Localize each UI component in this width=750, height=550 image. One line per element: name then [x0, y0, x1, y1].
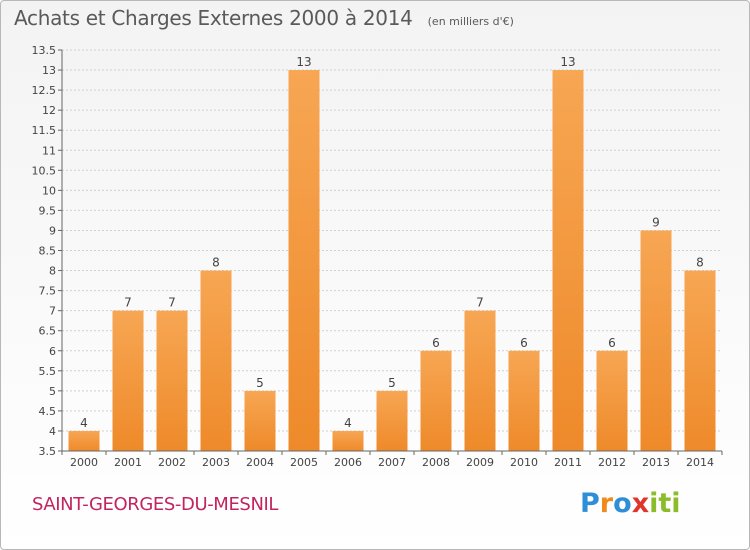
x-tick-label: 2005 — [290, 456, 318, 469]
x-tick-label: 2007 — [378, 456, 406, 469]
brand-logo: Proxiti — [580, 488, 681, 519]
data-label: 7 — [124, 296, 132, 310]
bar — [464, 310, 496, 451]
data-label: 7 — [168, 296, 176, 310]
y-tick-label: 9.5 — [39, 204, 57, 217]
brand-letter: o — [613, 488, 632, 519]
bar — [288, 70, 320, 452]
bar — [244, 390, 276, 451]
bars — [68, 70, 716, 452]
x-tick-label: 2011 — [554, 456, 582, 469]
x-tick-label: 2010 — [510, 456, 538, 469]
data-label: 4 — [344, 416, 352, 430]
brand-letter: i — [671, 488, 681, 519]
x-tick-label: 2003 — [202, 456, 230, 469]
data-label: 6 — [520, 336, 528, 350]
x-tick-label: 2002 — [158, 456, 186, 469]
x-tick-label: 2001 — [114, 456, 142, 469]
data-label: 4 — [80, 416, 88, 430]
y-tick-label: 5.5 — [39, 365, 57, 378]
y-tick-label: 5 — [49, 385, 56, 398]
bar — [684, 270, 716, 451]
bar — [420, 350, 452, 451]
bar — [596, 350, 628, 451]
data-label: 9 — [652, 215, 660, 229]
bar — [508, 350, 540, 451]
y-tick-label: 13 — [42, 64, 56, 77]
bar — [200, 270, 232, 451]
x-tick-label: 2006 — [334, 456, 362, 469]
x-tick-label: 2008 — [422, 456, 450, 469]
bar — [552, 70, 584, 452]
y-tick-label: 10.5 — [32, 164, 57, 177]
chart-title: Achats et Charges Externes 2000 à 2014 — [14, 6, 413, 30]
data-label: 8 — [696, 256, 704, 270]
y-tick-label: 4.5 — [39, 405, 57, 418]
data-label: 5 — [256, 376, 264, 390]
data-label: 8 — [212, 256, 220, 270]
x-tick-label: 2009 — [466, 456, 494, 469]
y-tick-label: 13.5 — [32, 44, 57, 57]
axes: 3.5 4 4.5 5 5.5 6 6.5 7 7.5 8 8.5 9 9.5 10 10.5 11 11.5 1… — [32, 44, 723, 469]
x-tick-label: 2004 — [246, 456, 274, 469]
bar — [68, 430, 100, 451]
y-tick-label: 7 — [49, 305, 56, 318]
y-tick-label: 8.5 — [39, 245, 57, 258]
y-tick-label: 11.5 — [32, 124, 57, 137]
data-label: 6 — [432, 336, 440, 350]
y-tick-label: 6.5 — [39, 325, 57, 338]
data-label: 6 — [608, 336, 616, 350]
y-tick-label: 9 — [49, 224, 56, 237]
bar — [640, 230, 672, 451]
y-tick-label: 3.5 — [39, 445, 57, 458]
data-label: 5 — [388, 376, 396, 390]
x-tick-label: 2014 — [686, 456, 714, 469]
y-tick-label: 11 — [42, 144, 56, 157]
bar — [376, 390, 408, 451]
bar — [332, 430, 364, 451]
y-tick-label: 12 — [42, 104, 56, 117]
brand-letter: P — [580, 488, 600, 519]
brand-letter: r — [599, 488, 614, 519]
chart-unit: (en milliers d'€) — [427, 15, 514, 28]
y-tick-label: 12.5 — [32, 84, 57, 97]
data-label: 13 — [560, 55, 575, 69]
x-tick-label: 2000 — [70, 456, 98, 469]
data-label: 7 — [476, 296, 484, 310]
y-tick-label: 7.5 — [39, 285, 57, 298]
bar — [156, 310, 188, 451]
commune-name: SAINT-GEORGES-DU-MESNIL — [32, 494, 279, 515]
data-labels: 4 7 7 8 5 13 4 5 6 7 6 13 6 9 8 — [80, 55, 704, 430]
x-tick-label: 2013 — [642, 456, 670, 469]
y-tick-label: 8 — [49, 265, 56, 278]
y-tick-label: 10 — [42, 184, 56, 197]
y-tick-label: 4 — [49, 425, 56, 438]
y-tick-label: 6 — [49, 345, 56, 358]
chart-header: Achats et Charges Externes 2000 à 2014 (… — [14, 6, 514, 30]
brand-letter: x — [631, 488, 650, 519]
brand-letter: i — [649, 488, 659, 519]
brand-letter: t — [658, 488, 672, 519]
bar — [112, 310, 144, 451]
data-label: 13 — [296, 55, 311, 69]
x-tick-label: 2012 — [598, 456, 626, 469]
